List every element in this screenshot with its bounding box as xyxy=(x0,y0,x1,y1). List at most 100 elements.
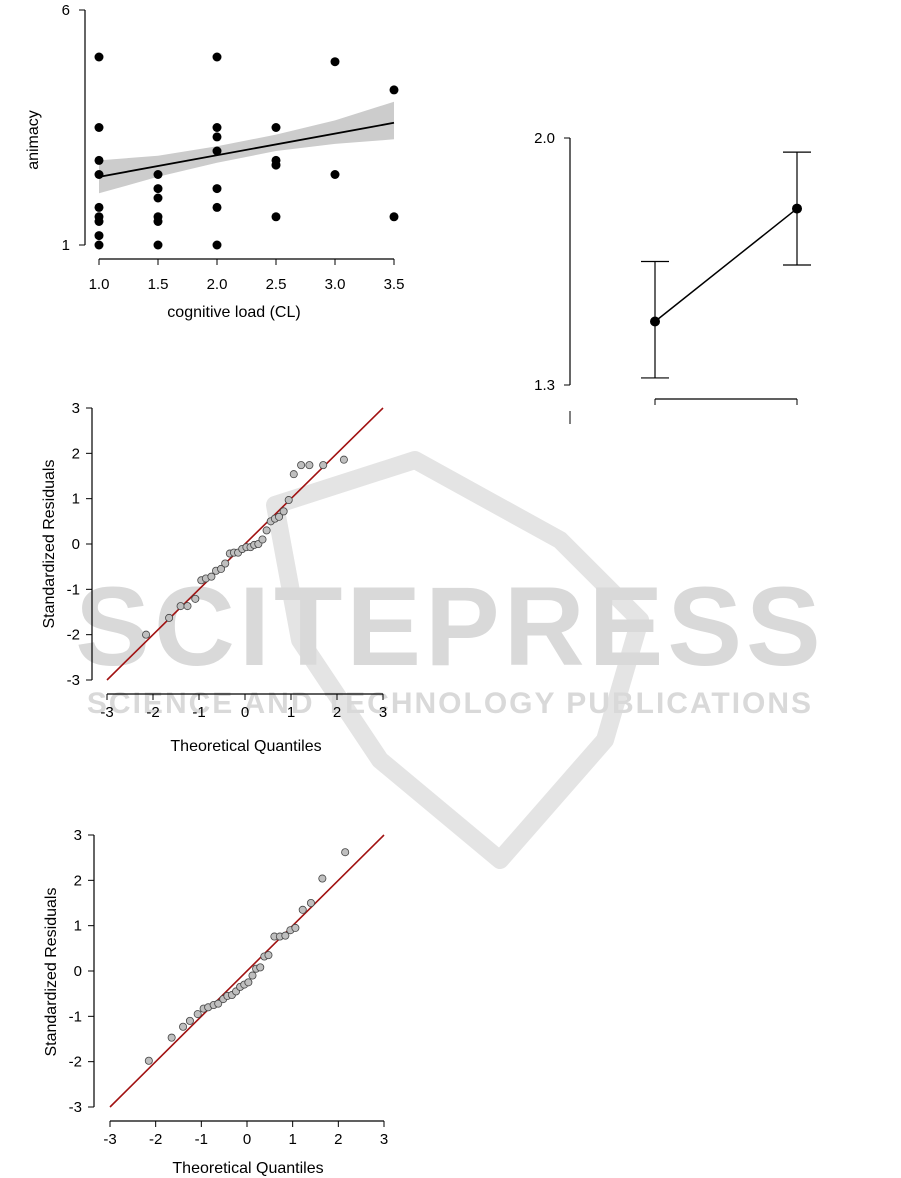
scatter-point xyxy=(153,217,163,226)
scatter-point xyxy=(389,212,399,222)
scatter-point xyxy=(153,184,163,194)
qq2-point xyxy=(306,899,315,908)
qq2-y-tick-label: 2 xyxy=(74,872,82,889)
qq2-point xyxy=(291,923,300,932)
qq1-x-tick-label: -3 xyxy=(100,704,113,721)
scatter-point xyxy=(153,170,163,179)
scatter-point xyxy=(94,170,104,179)
watermark-arrow-shape xyxy=(266,451,649,869)
qq1-y-tick-label: -3 xyxy=(67,672,80,689)
means-points-group xyxy=(650,203,802,327)
qq2-y-tick-label: 1 xyxy=(74,918,82,935)
qq2-point xyxy=(167,1033,176,1042)
scatter-point xyxy=(212,132,222,142)
qq2-point xyxy=(298,905,307,914)
qq2-points-group xyxy=(144,848,350,1065)
qq1-x-tick-label: -1 xyxy=(192,704,205,721)
qq2-point xyxy=(144,1056,153,1065)
qq1-x-tick-label: 2 xyxy=(333,704,341,721)
scatter-point xyxy=(94,52,104,62)
means-y-tick-label: 1.3 xyxy=(534,377,555,394)
watermark-tagline: SCIENCE AND TECHNOLOGY PUBLICATIONS xyxy=(87,687,813,720)
qq1-point xyxy=(191,594,200,603)
watermark-brand: SCITEPRESS xyxy=(75,564,825,689)
qq2-x-tick-label: 3 xyxy=(380,1131,388,1148)
qq-plot-2: -3 -2 -1 0 1 2 3 -3 -2 -1 0 1 2 3 Theoretical Quantil… xyxy=(43,827,388,1177)
qq1-point xyxy=(262,526,271,535)
scatter-point xyxy=(153,240,163,250)
scatter-point xyxy=(94,155,104,165)
qq1-point xyxy=(176,602,185,611)
scatter-x-axis-title: cognitive load (CL) xyxy=(167,304,300,321)
qq1-axes: -3 -2 -1 0 1 2 3 -3 -2 -1 0 1 2 3 xyxy=(67,400,388,721)
qq2-point xyxy=(281,931,290,940)
qq2-axes: -3 -2 -1 0 1 2 3 -3 -2 -1 0 1 2 3 xyxy=(69,827,389,1148)
qq2-point xyxy=(185,1016,194,1025)
qq1-point xyxy=(289,470,298,479)
scatter-x-tick-label: 3.0 xyxy=(325,276,346,293)
scatter-point xyxy=(271,160,281,170)
qq1-point xyxy=(297,461,306,470)
qq2-x-tick-label: 1 xyxy=(288,1131,296,1148)
scatter-point xyxy=(212,123,222,132)
qq2-point xyxy=(264,951,273,960)
qq2-y-tick-label: -3 xyxy=(69,1099,82,1116)
scatter-point xyxy=(212,146,222,156)
qq1-point xyxy=(217,564,226,573)
means-y-tick-label: 2.0 xyxy=(534,130,555,147)
qq2-x-tick-label: 2 xyxy=(334,1131,342,1148)
qq2-point xyxy=(341,848,350,857)
qq2-point xyxy=(244,978,253,987)
scatter-chart: 1.0 1.5 2.0 2.5 3.0 3.5 1 6 cognitive load (CL)… xyxy=(25,2,404,321)
qq2-point xyxy=(179,1022,188,1031)
qq1-point xyxy=(142,630,151,639)
scatter-point xyxy=(212,52,222,62)
mean-point xyxy=(792,203,802,214)
watermark: SCITEPRESS SCIENCE AND TECHNOLOGY PUBLIC… xyxy=(75,451,825,869)
scatter-x-tick-label: 1.0 xyxy=(89,276,110,293)
qq2-y-tick-label: 0 xyxy=(74,963,82,980)
means-axes: 1.3 2.0 xyxy=(534,130,798,424)
qq1-x-axis-title: Theoretical Quantiles xyxy=(170,738,321,755)
means-line-group xyxy=(654,207,798,323)
qq2-y-tick-label: -1 xyxy=(69,1008,82,1025)
qq1-y-tick-label: 1 xyxy=(72,491,80,508)
qq1-point xyxy=(221,559,230,568)
qq1-point xyxy=(305,461,314,470)
scatter-point xyxy=(94,123,104,132)
qq1-point xyxy=(319,461,328,470)
qq2-y-axis-title: Standardized Residuals xyxy=(43,888,60,1057)
qq1-y-tick-label: -1 xyxy=(67,581,80,598)
qq2-x-tick-label: 0 xyxy=(243,1131,251,1148)
qq2-y-tick-label: -2 xyxy=(69,1054,82,1071)
scatter-x-tick-label: 2.5 xyxy=(266,276,287,293)
scatter-point xyxy=(94,202,104,212)
qq2-point xyxy=(193,1010,202,1019)
qq1-point xyxy=(258,535,267,544)
qq1-points-group xyxy=(142,455,348,639)
qq1-point xyxy=(165,613,174,622)
scatter-points-group xyxy=(94,52,399,250)
qq1-y-tick-label: 2 xyxy=(72,445,80,462)
scatter-point xyxy=(330,170,340,179)
qq1-x-tick-label: -2 xyxy=(146,704,159,721)
qq1-point xyxy=(183,602,192,611)
qq1-point xyxy=(279,507,288,516)
qq1-y-tick-label: -2 xyxy=(67,627,80,644)
scatter-x-tick-label: 2.0 xyxy=(207,276,228,293)
qq-plot-1: -3 -2 -1 0 1 2 3 -3 -2 -1 0 1 2 3 Theoretical Quantil… xyxy=(41,400,387,755)
qq2-point xyxy=(318,874,327,883)
scatter-point xyxy=(153,193,163,203)
scatter-point xyxy=(94,217,104,226)
qq1-point xyxy=(284,496,293,505)
means-line xyxy=(654,207,798,323)
qq2-y-tick-label: 3 xyxy=(74,827,82,844)
qq2-x-tick-label: -2 xyxy=(149,1131,162,1148)
qq2-point xyxy=(214,999,223,1008)
confidence-band-group xyxy=(99,101,394,194)
qq2-x-tick-label: -1 xyxy=(195,1131,208,1148)
qq2-point xyxy=(248,971,257,980)
qq1-y-axis-title: Standardized Residuals xyxy=(41,460,58,629)
qq1-x-tick-label: 3 xyxy=(379,704,387,721)
